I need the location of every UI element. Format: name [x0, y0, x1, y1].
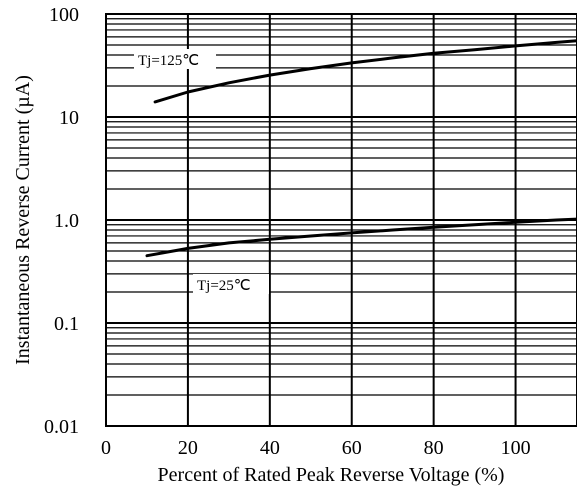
x-tick-label: 80 [424, 437, 444, 459]
x-tick-label: 20 [178, 437, 198, 459]
y-tick-label: 100 [49, 4, 79, 26]
curve-label-125: Tj=125℃ [134, 49, 216, 69]
series-line-1 [145, 217, 577, 258]
x-axis-title: Percent of Rated Peak Reverse Voltage (%… [158, 464, 505, 486]
x-tick-labels: 0 20 40 60 80 100 [101, 437, 531, 459]
curve-label-25-bg [193, 274, 269, 294]
x-tick-label: 100 [501, 437, 531, 459]
y-tick-label: 0.1 [54, 313, 79, 335]
y-tick-labels: 100 10 1.0 0.1 0.01 [44, 4, 79, 438]
x-tick-label: 0 [101, 437, 111, 459]
series-lines [145, 39, 577, 258]
curve-label-125-bg [134, 49, 216, 69]
x-tick-label: 60 [342, 437, 362, 459]
plot-frame [105, 13, 577, 427]
y-tick-label: 1.0 [54, 210, 79, 232]
x-tick-label: 40 [260, 437, 280, 459]
grid [106, 13, 577, 427]
y-tick-label: 10 [59, 107, 79, 129]
y-tick-label: 0.01 [44, 416, 79, 438]
curve-label-25: Tj=25℃ [193, 274, 269, 294]
curve-label-125-text: Tj=125℃ [138, 53, 199, 69]
curve-label-25-text: Tj=25℃ [197, 278, 251, 294]
series-line-0 [153, 39, 577, 104]
y-axis-title: Instantaneous Reverse Current (µA) [12, 75, 34, 365]
